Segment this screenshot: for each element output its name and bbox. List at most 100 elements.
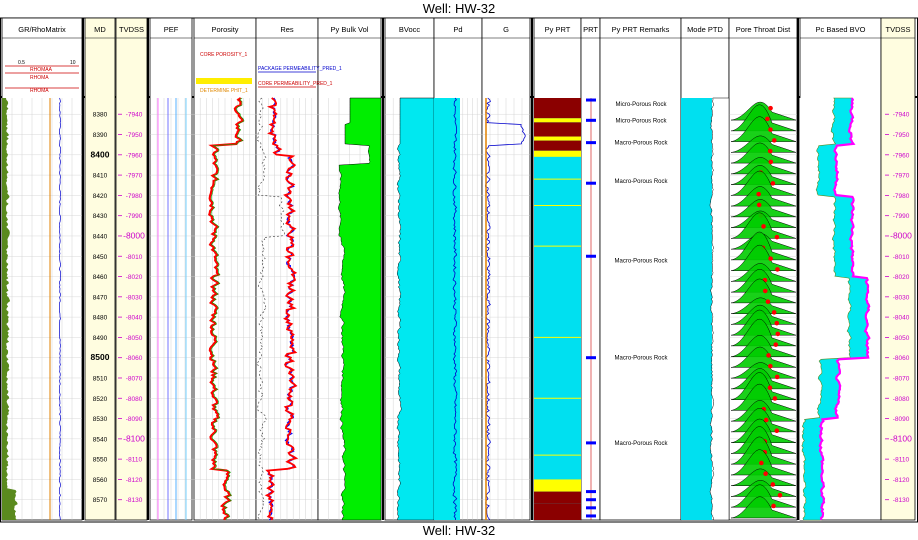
md-tick-8400: 8400 [91, 149, 110, 159]
pore-throat-dot-2 [768, 127, 773, 132]
remark-4: Macro-Porous Rock [614, 258, 668, 264]
tvdss-left-tick--8080: -8080 [126, 396, 143, 403]
res-core-curve [264, 97, 299, 521]
tvdss-right-tick--7940: -7940 [893, 112, 910, 119]
md-tick-8470: 8470 [93, 294, 108, 301]
pore-throat-dot-15 [775, 267, 780, 272]
tvdss-right-tick--8060: -8060 [893, 355, 910, 362]
remark-5: Macro-Porous Rock [614, 356, 668, 362]
pyprt-band-5 [534, 150, 581, 157]
track-12-header-label: PRT [583, 25, 598, 34]
track-13-frame [599, 17, 682, 521]
tvdss-right-tick--7970: -7970 [893, 173, 910, 180]
remark-6: Macro-Porous Rock [614, 441, 668, 447]
md-tick-8420: 8420 [93, 193, 108, 200]
tvdss-right-tick--7960: -7960 [893, 152, 910, 159]
pore-throat-dot-20 [774, 320, 780, 326]
tvdss-left-tick--8050: -8050 [126, 335, 143, 342]
prt-marker-10 [586, 514, 596, 518]
pore-throat-dot-19 [771, 310, 777, 315]
pore-throat-dot-23 [766, 353, 771, 358]
pyprt-band-4 [534, 140, 581, 151]
tvdss-right-tick--7950: -7950 [893, 132, 910, 139]
pyprt-band-0 [534, 98, 581, 119]
pore-throat-peak-5 [730, 157, 797, 175]
mode-ptd-fill [681, 98, 712, 520]
bulk-volume-fill [338, 97, 382, 521]
pore-throat-dot-4 [767, 148, 773, 154]
gr-legend-rhoma-1: RHOMA [30, 75, 49, 81]
md-tick-8560: 8560 [93, 477, 108, 484]
tvdss-left-tick--7970: -7970 [126, 173, 143, 180]
pore-throat-peak-23 [730, 346, 797, 368]
pore-throat-peak-1 [730, 104, 797, 132]
pore-throat-peak-14 [730, 245, 797, 271]
gr-fill-area [2, 98, 18, 520]
tvdss-left-tick--8000: -8000 [123, 230, 145, 240]
tvdss-left-tick--8040: -8040 [126, 315, 143, 322]
porosity-core-curve [208, 97, 244, 521]
pore-throat-peak-21 [730, 319, 797, 347]
pore-throat-dot-21 [775, 331, 781, 337]
tvdss-left-tick--8090: -8090 [126, 416, 143, 423]
prt-marker-0 [586, 98, 596, 102]
tvdss-left-tick--7940: -7940 [126, 112, 143, 119]
track-16-header-label: Pc Based BVO [815, 25, 865, 34]
pore-throat-dot-35 [770, 482, 776, 487]
remark-1: Micro-Porous Rock [615, 118, 667, 124]
tvdss-left-tick--8110: -8110 [126, 457, 143, 464]
tvdss-right-tick--8110: -8110 [893, 457, 910, 464]
tvdss-left-tick--8130: -8130 [126, 497, 143, 504]
track-4-header-label: PEF [164, 25, 179, 34]
track-3-frame [115, 17, 148, 521]
pore-throat-dot-11 [761, 224, 766, 229]
pore-throat-dot-0 [768, 105, 773, 111]
tvdss-left-tick--8100: -8100 [123, 433, 145, 443]
track-10-header-label: G [503, 25, 509, 34]
track-5-header-label: Porosity [211, 25, 238, 34]
remark-3: Macro-Porous Rock [614, 179, 668, 185]
pyprt-band-2 [534, 122, 581, 137]
track-1-header-label: GR/RhoMatrix [18, 25, 66, 34]
md-tick-8530: 8530 [93, 416, 108, 423]
tvdss-left-tick--8120: -8120 [126, 477, 143, 484]
well-title-top: Well: HW-32 [422, 1, 496, 16]
tvdss-right-tick--8000: -8000 [890, 230, 912, 240]
gr-scale-right: 10 [70, 60, 76, 66]
tvdss-right-tick--8070: -8070 [893, 375, 910, 382]
md-tick-8440: 8440 [93, 233, 108, 240]
pore-throat-peak-9 [730, 199, 797, 218]
well-title-bottom: Well: HW-32 [422, 523, 496, 538]
porosity-legend-phit: DETERMINE PHIT_1 [200, 88, 248, 94]
tvdss-left-tick--8010: -8010 [126, 254, 143, 261]
tvdss-right-tick--7990: -7990 [893, 213, 910, 220]
tvdss-left-tick--7960: -7960 [126, 152, 143, 159]
remark-2: Macro-Porous Rock [614, 141, 668, 147]
tvdss-right-tick--8030: -8030 [893, 294, 910, 301]
g-curve [484, 97, 526, 521]
md-tick-8430: 8430 [93, 213, 108, 220]
pore-throat-dot-17 [762, 288, 768, 294]
tvdss-right-tick--8010: -8010 [893, 254, 910, 261]
pyprt-band-7 [534, 491, 581, 504]
pore-throat-peak-7 [730, 170, 797, 196]
mode-ptd-curve [709, 97, 730, 521]
bvo-base [800, 98, 852, 520]
pore-throat-dot-1 [765, 116, 770, 122]
track-12-frame [580, 17, 601, 521]
pore-throat-dot-18 [765, 299, 771, 304]
pyprt-band-1 [534, 118, 581, 123]
md-tick-8380: 8380 [93, 112, 108, 119]
gr-legend-rhomaa: RHOMAA [30, 67, 53, 73]
tvdss-right-tick--8050: -8050 [893, 335, 910, 342]
pore-throat-peak-36 [730, 484, 797, 508]
md-tick-8520: 8520 [93, 396, 108, 403]
pore-throat-dot-37 [771, 503, 776, 509]
gr-legend-rhoma-2: RHOMA [30, 88, 49, 94]
pore-throat-dot-7 [770, 181, 776, 186]
pd-curve [452, 97, 458, 521]
track-13-header-label: Py PRT Remarks [612, 25, 670, 34]
track-7-header-label: Py Bulk Vol [331, 25, 369, 34]
md-tick-8460: 8460 [93, 274, 108, 281]
prt-marker-4 [586, 254, 596, 258]
